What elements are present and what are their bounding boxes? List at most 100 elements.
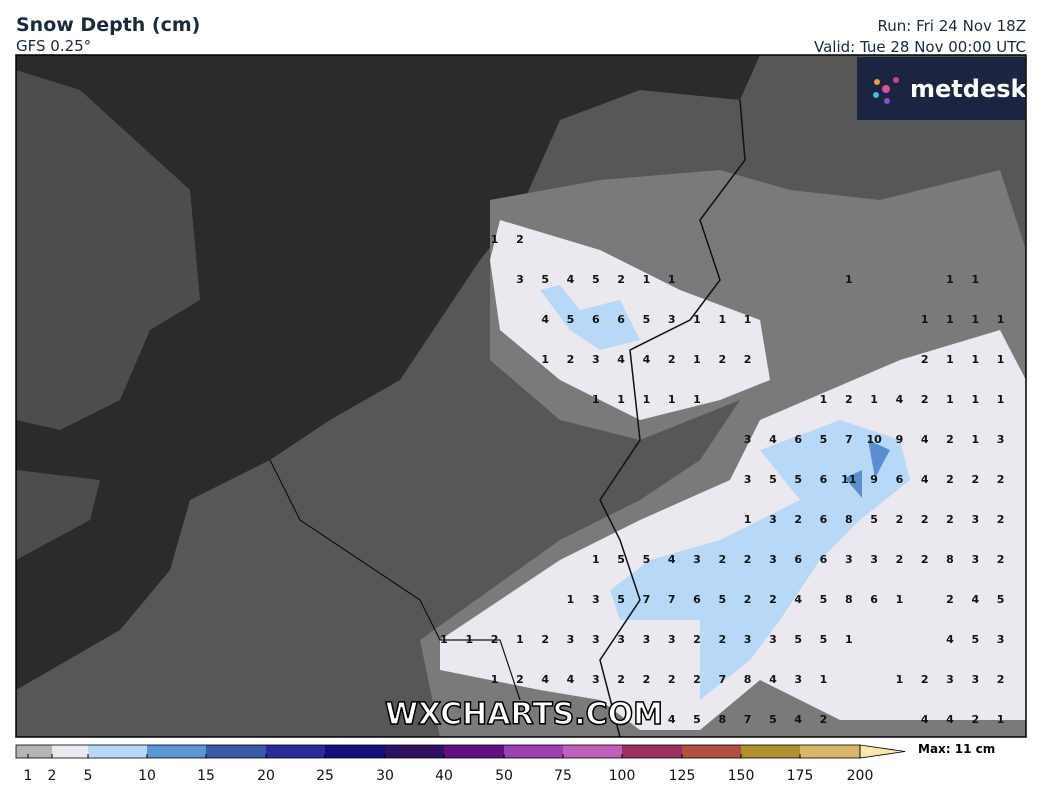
grid-value: 2 <box>997 473 1005 486</box>
grid-value: 1 <box>870 393 878 406</box>
colorbar-segment <box>16 745 28 758</box>
england-south <box>16 470 100 560</box>
grid-value: 2 <box>921 353 929 366</box>
grid-value: 1 <box>921 313 929 326</box>
grid-value: 4 <box>921 433 929 446</box>
border <box>599 99 746 738</box>
grid-value: 2 <box>946 473 954 486</box>
grid-value: 9 <box>896 433 904 446</box>
colorbar-label: 1 <box>24 768 33 784</box>
grid-value: 1 <box>997 393 1005 406</box>
grid-value: 4 <box>668 553 676 566</box>
grid-value: 2 <box>718 353 726 366</box>
colorbar-label: 10 <box>138 768 156 784</box>
grid-value: 1 <box>491 673 499 686</box>
grid-value: 4 <box>971 593 979 606</box>
grid-value: 5 <box>997 593 1005 606</box>
grid-value: 2 <box>718 633 726 646</box>
colorbar-label: 75 <box>554 768 572 784</box>
grid-value: 1 <box>971 433 979 446</box>
grid-value: 5 <box>820 433 828 446</box>
grid-value: 2 <box>794 513 802 526</box>
grid-value: 8 <box>718 713 726 726</box>
grid-value: 5 <box>870 513 878 526</box>
grid-value: 2 <box>971 713 979 726</box>
grid-value: 4 <box>769 433 777 446</box>
grid-value: 3 <box>744 633 752 646</box>
colorbar-label: 200 <box>847 768 874 784</box>
grid-value: 2 <box>997 673 1005 686</box>
map <box>16 55 1026 738</box>
grid-value: 3 <box>617 633 625 646</box>
grid-value: 6 <box>820 553 828 566</box>
grid-value: 2 <box>946 513 954 526</box>
grid-value: 2 <box>668 673 676 686</box>
grid-value: 1 <box>946 353 954 366</box>
grid-value: 2 <box>744 553 752 566</box>
grid-value: 1 <box>946 313 954 326</box>
colorbar-label: 100 <box>609 768 636 784</box>
grid-value: 3 <box>668 633 676 646</box>
grid-value: 5 <box>971 633 979 646</box>
grid-value: 2 <box>997 513 1005 526</box>
grid-value: 2 <box>946 433 954 446</box>
grid-value: 5 <box>643 313 651 326</box>
run-time: Run: Fri 24 Nov 18Z <box>878 17 1026 35</box>
grid-value: 1 <box>896 593 904 606</box>
grid-value: 2 <box>668 353 676 366</box>
grid-value: 2 <box>541 633 549 646</box>
colorbar: 1 2 5 10 15 20 25 30 40 50 75 100 125 150 175 200 <box>15 744 906 784</box>
grid-value: 3 <box>971 553 979 566</box>
grid-value: 1 <box>643 393 651 406</box>
colorbar-segment <box>266 745 325 758</box>
grid-value: 6 <box>617 313 625 326</box>
grid-value: 5 <box>769 713 777 726</box>
colorbar-segment <box>28 745 52 758</box>
grid-value: 7 <box>845 433 853 446</box>
grid-value: 4 <box>946 633 954 646</box>
colorbar-label: 175 <box>787 768 814 784</box>
grid-value: 3 <box>794 673 802 686</box>
grid-value: 1 <box>820 393 828 406</box>
grid-value: 3 <box>744 433 752 446</box>
grid-value: 4 <box>794 713 802 726</box>
grid-value: 6 <box>693 593 701 606</box>
grid-value: 5 <box>820 593 828 606</box>
grid-value: 3 <box>769 633 777 646</box>
grid-value: 5 <box>541 273 549 286</box>
colorbar-label: 40 <box>435 768 453 784</box>
grid-value: 4 <box>643 353 651 366</box>
grid-value: 1 <box>592 393 600 406</box>
colorbar-segment <box>504 745 563 758</box>
grid-value: 1 <box>693 393 701 406</box>
grid-value: 1 <box>718 313 726 326</box>
grid-value: 2 <box>845 393 853 406</box>
grid-value: 1 <box>744 313 752 326</box>
grid-value: 2 <box>946 593 954 606</box>
grid-value: 1 <box>693 353 701 366</box>
grid-value: 3 <box>592 593 600 606</box>
grid-value: 3 <box>592 353 600 366</box>
grid-value: 7 <box>744 713 752 726</box>
grid-value: 1 <box>567 593 575 606</box>
grid-value: 3 <box>592 673 600 686</box>
grid-value: 11 <box>841 473 856 486</box>
grid-value: 1 <box>617 393 625 406</box>
grid-value: 2 <box>617 273 625 286</box>
grid-value: 3 <box>769 553 777 566</box>
grid-value: 4 <box>946 713 954 726</box>
grid-value: 3 <box>592 633 600 646</box>
grid-value: 5 <box>794 473 802 486</box>
grid-value: 3 <box>567 633 575 646</box>
grid-value: 1 <box>971 273 979 286</box>
border <box>269 459 521 701</box>
grid-value: 6 <box>896 473 904 486</box>
grid-value: 1 <box>668 393 676 406</box>
grid-value: 3 <box>971 673 979 686</box>
grid-value: 1 <box>668 273 676 286</box>
grid-value: 4 <box>668 713 676 726</box>
snow-5cm <box>610 420 910 700</box>
grid-value: 1 <box>541 353 549 366</box>
grid-value: 1 <box>440 633 448 646</box>
grid-value: 2 <box>718 553 726 566</box>
